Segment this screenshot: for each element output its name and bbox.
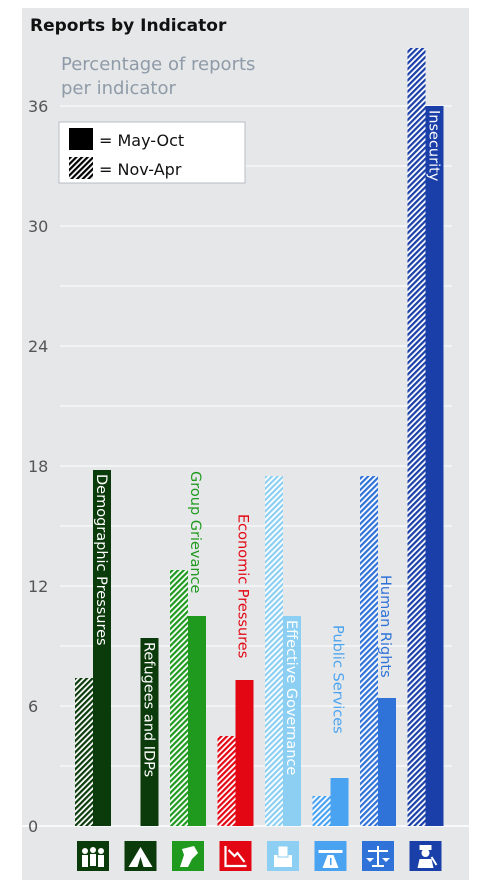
bar-human-rights-may-oct [378, 698, 396, 826]
legend-swatch-hatched [69, 157, 93, 179]
y-tick-label: 12 [28, 577, 48, 596]
y-tick-label: 36 [28, 97, 48, 116]
bar-labels: Demographic Pressures Refugees and IDPs Gr… [93, 110, 442, 777]
category-label-demographic-pressures: Demographic Pressures [93, 474, 109, 646]
scales-icon [362, 841, 394, 871]
y-tick-label: 30 [28, 217, 48, 236]
fist-icon [172, 841, 204, 871]
legend: = May-Oct = Nov-Apr [58, 121, 246, 184]
category-label-refugees-and-idps: Refugees and IDPs [141, 642, 157, 777]
bars [75, 48, 444, 826]
legend-label-nov-apr: = Nov-Apr [99, 160, 182, 179]
chart-title: Reports by Indicator [30, 16, 227, 36]
category-label-effective-governance: Effective Governance [283, 620, 299, 775]
bar-group-grievance-nov-apr [170, 570, 188, 826]
bar-public-services-may-oct [330, 778, 349, 826]
bar-demographic-pressures-nov-apr [75, 678, 93, 826]
y-tick-label: 0 [28, 817, 38, 836]
bar-insecurity-may-oct [425, 106, 444, 826]
category-label-human-rights: Human Rights [377, 575, 393, 678]
people-icon [77, 841, 109, 871]
road-icon [314, 841, 347, 871]
y-tick-label: 6 [28, 697, 38, 716]
bar-effective-governance-nov-apr [265, 476, 283, 826]
category-label-insecurity: Insecurity [426, 110, 442, 182]
y-axis-label-line-1: Percentage of reports [61, 54, 256, 75]
bar-economic-pressures-may-oct [235, 680, 254, 826]
y-tick-label: 18 [28, 457, 48, 476]
y-axis-label-line-2: per indicator [61, 78, 176, 99]
legend-label-may-oct: = May-Oct [99, 131, 184, 150]
y-axis-ticks: 0 6 12 18 24 30 36 [28, 97, 48, 836]
bar-economic-pressures-nov-apr [217, 736, 236, 826]
category-label-economic-pressures: Economic Pressures [235, 514, 251, 658]
bar-group-grievance-may-oct [188, 616, 206, 826]
bar-insecurity-nov-apr [407, 48, 426, 826]
bar-effective-governance-may-oct [283, 616, 301, 826]
bar-human-rights-nov-apr [360, 476, 378, 826]
police-officer-icon [409, 841, 442, 871]
bar-refugees-and-idps-may-oct [140, 638, 159, 826]
falling-chart-icon [219, 841, 252, 871]
tent-icon [124, 841, 157, 871]
y-axis-label: Percentage of reports per indicator [61, 53, 311, 101]
y-tick-label: 24 [28, 337, 48, 356]
bar-public-services-nov-apr [312, 796, 331, 826]
category-icons [77, 841, 442, 871]
ballot-box-icon [267, 841, 299, 871]
legend-swatch-solid [69, 128, 93, 150]
category-label-public-services: Public Services [330, 625, 346, 734]
category-label-group-grievance: Group Grievance [187, 471, 203, 594]
bar-demographic-pressures-may-oct [93, 470, 111, 826]
